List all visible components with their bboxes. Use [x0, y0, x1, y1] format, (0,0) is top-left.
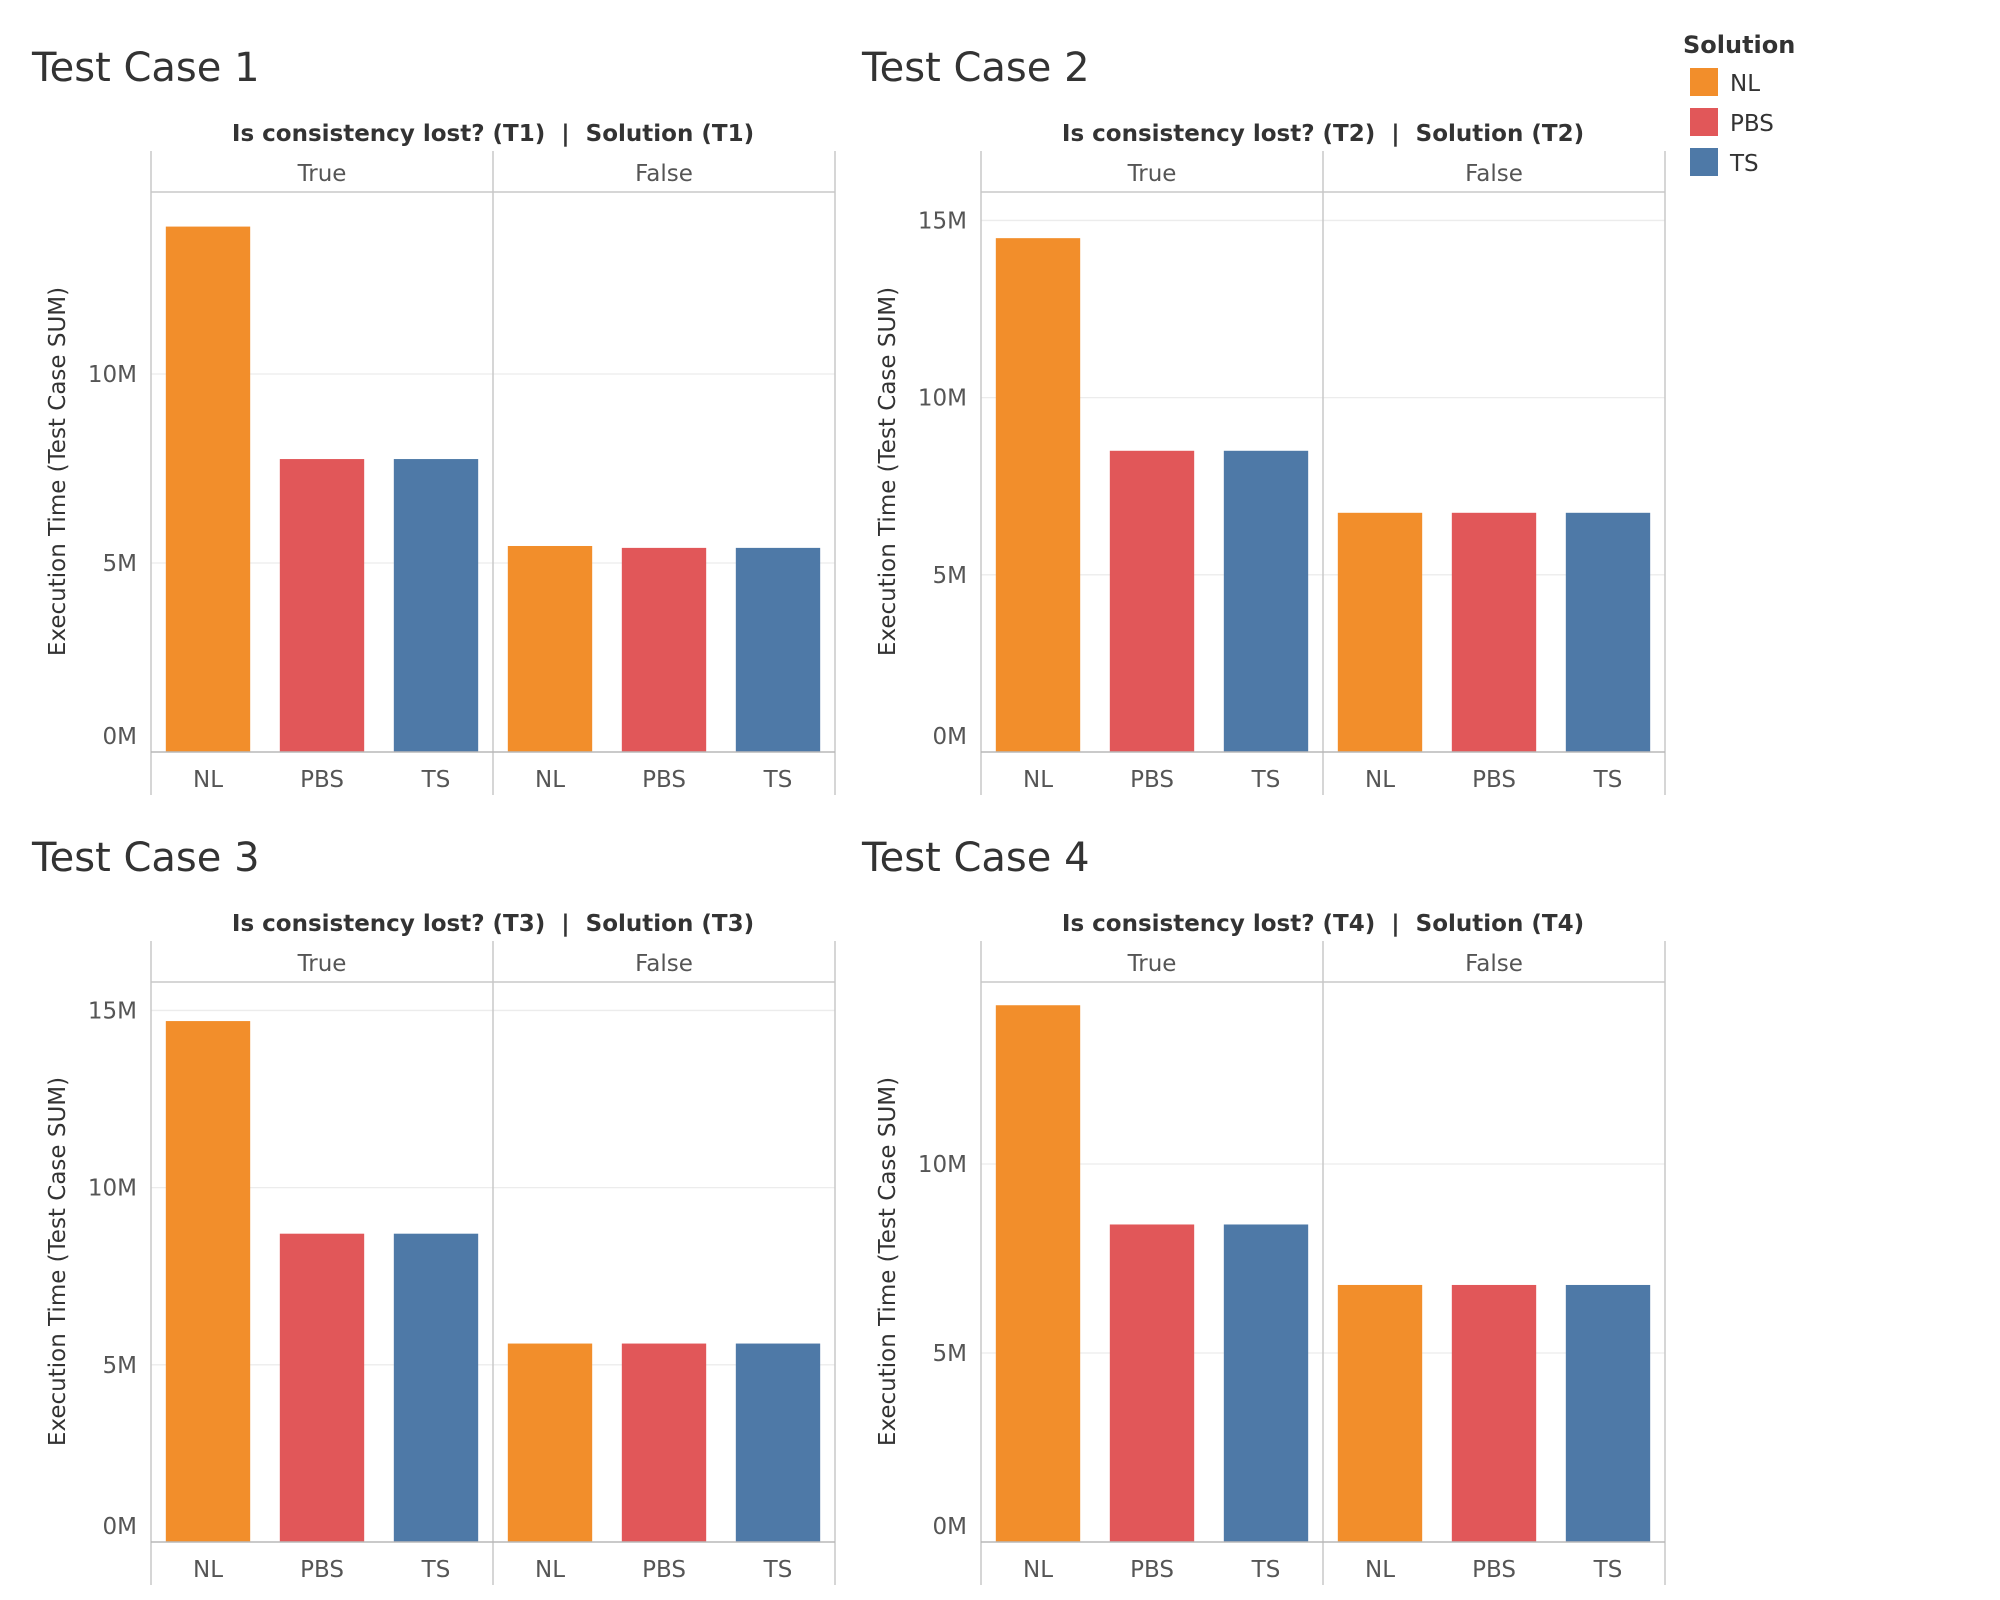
bar-true-ts: [393, 459, 479, 752]
legend: Solution NL PBS TS: [1683, 31, 1795, 177]
x-tick-label: PBS: [300, 1557, 344, 1583]
facet-label-true: True: [297, 951, 347, 977]
y-axis-title: Execution Time (Test Case SUM): [45, 287, 71, 656]
legend-label-pbs: PBS: [1730, 111, 1774, 137]
x-tick-label: TS: [421, 767, 451, 793]
facet-label-false: False: [1465, 161, 1523, 187]
x-tick-label: NL: [1023, 1557, 1053, 1583]
y-axis-title: Execution Time (Test Case SUM): [45, 1077, 71, 1446]
facet-label-true: True: [1127, 951, 1177, 977]
bar-false-nl: [507, 545, 593, 752]
facet-label-false: False: [1465, 951, 1523, 977]
facet-header: Is consistency lost? (T3) | Solution (T3…: [232, 911, 754, 937]
bar-true-ts: [1223, 450, 1309, 752]
bar-true-ts: [393, 1233, 479, 1542]
y-tick-label: 5M: [103, 551, 137, 577]
facet-label-true: True: [297, 161, 347, 187]
panel-title: Test Case 1: [31, 45, 260, 91]
x-tick-label: TS: [1251, 1557, 1281, 1583]
y-tick-label: 10M: [918, 1152, 967, 1178]
x-tick-label: NL: [1365, 1557, 1395, 1583]
bar-false-ts: [1565, 512, 1651, 752]
x-tick-label: NL: [193, 1557, 223, 1583]
x-tick-label: PBS: [642, 1557, 686, 1583]
legend-title: Solution: [1683, 31, 1795, 59]
y-tick-label: 15M: [88, 998, 137, 1024]
bar-false-nl: [1337, 1284, 1423, 1542]
x-tick-label: TS: [1593, 1557, 1623, 1583]
x-tick-label: NL: [535, 1557, 565, 1583]
legend-label-nl: NL: [1730, 71, 1760, 97]
y-tick-label: 15M: [918, 208, 967, 234]
y-tick-label: 10M: [918, 386, 967, 412]
x-tick-label: TS: [763, 1557, 793, 1583]
facet-header: Is consistency lost? (T1) | Solution (T1…: [232, 121, 754, 147]
facet-label-false: False: [635, 161, 693, 187]
x-tick-label: TS: [1593, 767, 1623, 793]
bar-true-pbs: [1109, 1224, 1195, 1542]
x-tick-label: NL: [1365, 767, 1395, 793]
bar-false-pbs: [621, 1343, 707, 1542]
y-tick-label: 0M: [103, 724, 137, 750]
x-tick-label: PBS: [642, 767, 686, 793]
x-tick-label: TS: [763, 767, 793, 793]
x-tick-label: TS: [1251, 767, 1281, 793]
facet-label-true: True: [1127, 161, 1177, 187]
bar-true-ts: [1223, 1224, 1309, 1542]
bar-true-pbs: [1109, 450, 1195, 752]
bar-false-nl: [1337, 512, 1423, 752]
bar-true-nl: [995, 238, 1081, 752]
x-tick-label: NL: [193, 767, 223, 793]
y-tick-label: 10M: [88, 1176, 137, 1202]
bar-true-pbs: [279, 459, 365, 752]
y-tick-label: 0M: [103, 1514, 137, 1540]
legend-swatch-nl: [1690, 68, 1718, 96]
bar-false-ts: [1565, 1284, 1651, 1542]
facet-label-false: False: [635, 951, 693, 977]
x-tick-label: NL: [1023, 767, 1053, 793]
x-tick-label: TS: [421, 1557, 451, 1583]
bar-true-nl: [165, 226, 251, 752]
facet-header: Is consistency lost? (T4) | Solution (T4…: [1062, 911, 1584, 937]
y-tick-label: 0M: [933, 1514, 967, 1540]
y-tick-label: 5M: [933, 563, 967, 589]
x-tick-label: PBS: [1130, 767, 1174, 793]
bar-false-pbs: [1451, 1284, 1537, 1542]
panel-title: Test Case 3: [31, 835, 260, 881]
y-tick-label: 5M: [933, 1341, 967, 1367]
legend-swatch-ts: [1690, 148, 1718, 176]
bar-true-pbs: [279, 1233, 365, 1542]
panel-title: Test Case 2: [861, 45, 1090, 91]
x-tick-label: PBS: [300, 767, 344, 793]
x-tick-label: PBS: [1472, 1557, 1516, 1583]
bar-false-ts: [735, 1343, 821, 1542]
panel-test-case-4: Test Case 4 Is consistency lost? (T4) | S…: [861, 835, 1666, 1585]
bar-false-pbs: [1451, 512, 1537, 752]
bar-true-nl: [995, 1005, 1081, 1542]
panel-test-case-1: Test Case 1 Is consistency lost? (T1) | S…: [31, 45, 836, 795]
legend-label-ts: TS: [1729, 151, 1759, 177]
y-tick-label: 0M: [933, 724, 967, 750]
legend-swatch-pbs: [1690, 108, 1718, 136]
y-axis-title: Execution Time (Test Case SUM): [875, 1077, 901, 1446]
bar-false-nl: [507, 1343, 593, 1542]
x-tick-label: NL: [535, 767, 565, 793]
panel-title: Test Case 4: [861, 835, 1090, 881]
bar-false-pbs: [621, 547, 707, 752]
facet-header: Is consistency lost? (T2) | Solution (T2…: [1062, 121, 1584, 147]
panel-test-case-2: Test Case 2 Is consistency lost? (T2) | S…: [861, 45, 1666, 795]
x-tick-label: PBS: [1472, 767, 1516, 793]
y-tick-label: 10M: [88, 362, 137, 388]
y-axis-title: Execution Time (Test Case SUM): [875, 287, 901, 656]
bar-true-nl: [165, 1021, 251, 1542]
panel-test-case-3: Test Case 3 Is consistency lost? (T3) | S…: [31, 835, 836, 1585]
y-tick-label: 5M: [103, 1353, 137, 1379]
x-tick-label: PBS: [1130, 1557, 1174, 1583]
bar-false-ts: [735, 547, 821, 752]
